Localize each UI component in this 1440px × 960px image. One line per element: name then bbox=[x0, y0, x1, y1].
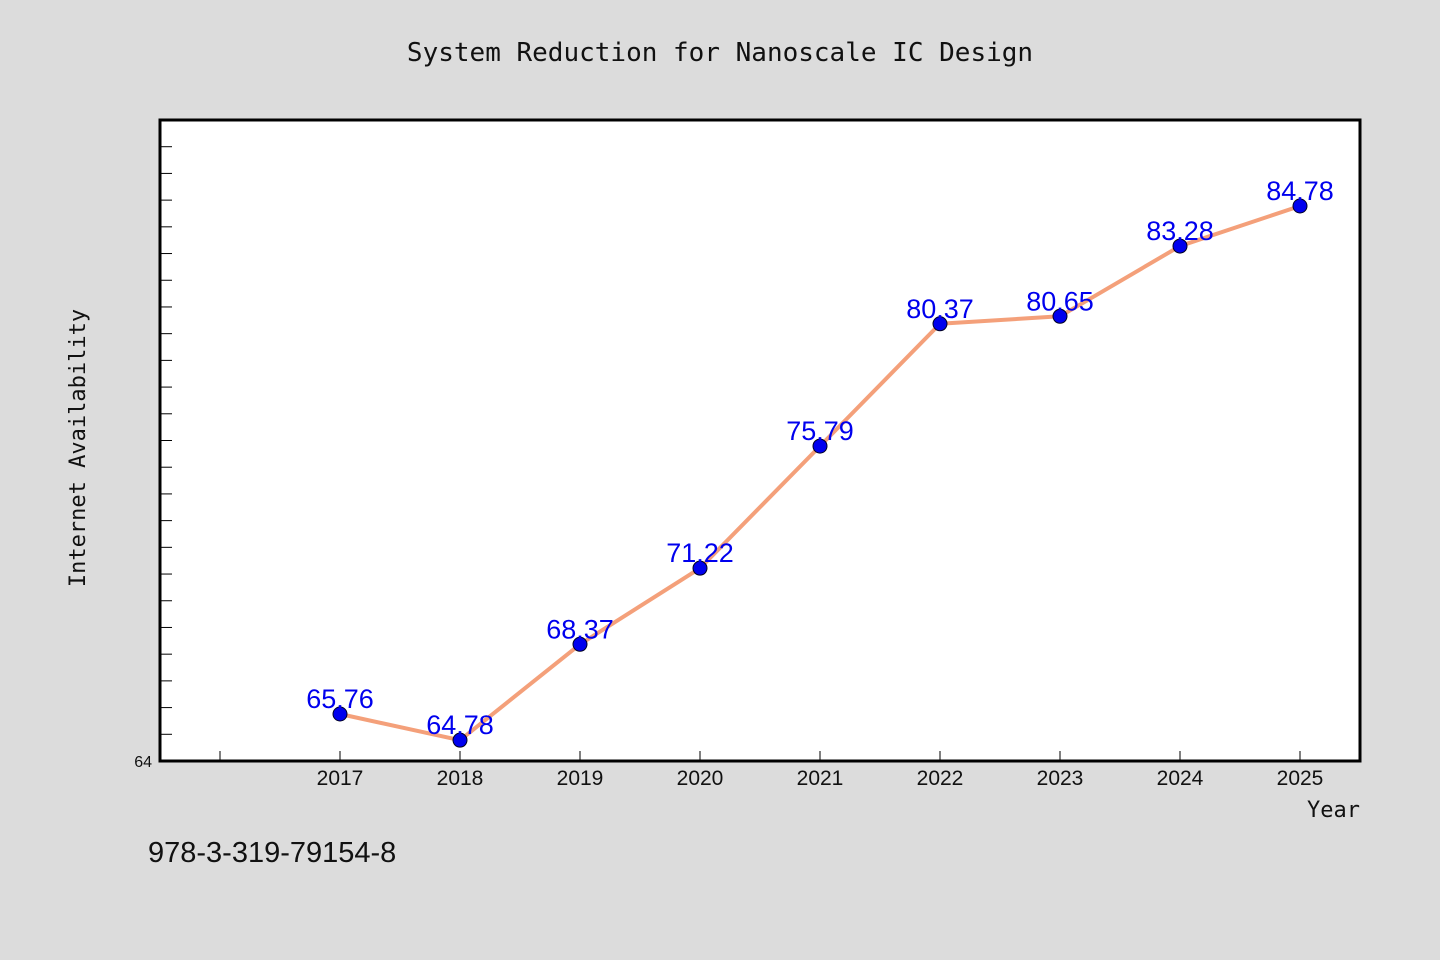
x-tick-label: 2021 bbox=[797, 767, 844, 790]
x-tick-label: 2018 bbox=[437, 767, 484, 790]
data-point bbox=[452, 732, 468, 748]
data-label: 83.28 bbox=[1146, 216, 1214, 246]
data-label: 80.65 bbox=[1026, 286, 1094, 316]
data-label: 80.37 bbox=[906, 294, 974, 324]
data-point bbox=[1172, 238, 1188, 254]
x-tick-label: 2020 bbox=[677, 767, 724, 790]
y-tick-label: 64 bbox=[134, 754, 152, 771]
plot-area bbox=[158, 118, 1362, 763]
data-point bbox=[1292, 198, 1308, 214]
data-label-layer: 65.76 64.78 68.37 71.22 75.79 80.37 80.65 83.28… bbox=[306, 176, 1334, 740]
data-point bbox=[332, 706, 348, 722]
data-point bbox=[572, 636, 588, 652]
x-axis-label: Year bbox=[1307, 798, 1360, 823]
x-tick-label: 2024 bbox=[1157, 767, 1204, 790]
data-point bbox=[692, 560, 708, 576]
data-point bbox=[1052, 308, 1068, 324]
y-axis-ticks: 64 bbox=[134, 146, 172, 771]
x-axis-ticks: 2017 2018 2019 2020 2021 2022 2023 2024 2025 bbox=[219, 751, 1324, 790]
isbn-footer: 978-3-319-79154-8 bbox=[148, 837, 396, 869]
x-tick-label: 2023 bbox=[1037, 767, 1084, 790]
series-layer bbox=[332, 198, 1308, 748]
chart-title: System Reduction for Nanoscale IC Design bbox=[407, 38, 1033, 68]
x-tick-label: 2025 bbox=[1277, 767, 1324, 790]
data-label: 65.76 bbox=[306, 684, 374, 714]
data-label: 75.79 bbox=[786, 416, 854, 446]
x-tick-label: 2019 bbox=[557, 767, 604, 790]
data-label: 68.37 bbox=[546, 614, 614, 644]
data-point bbox=[812, 438, 828, 454]
x-tick-label: 2017 bbox=[317, 767, 364, 790]
data-label: 64.78 bbox=[426, 710, 494, 740]
y-axis-label: Internet Availability bbox=[66, 309, 91, 587]
x-tick-label: 2022 bbox=[917, 767, 964, 790]
data-label: 84.78 bbox=[1266, 176, 1334, 206]
data-point bbox=[932, 316, 948, 332]
data-label: 71.22 bbox=[666, 538, 734, 568]
